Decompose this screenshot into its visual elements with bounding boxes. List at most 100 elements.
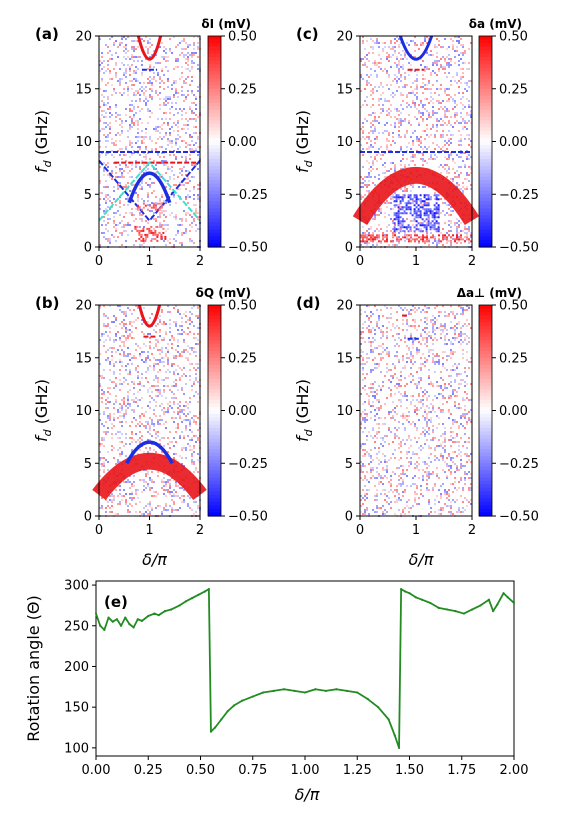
data-point xyxy=(170,608,173,611)
data-point xyxy=(132,626,135,629)
colorbar-tick-label: 0.25 xyxy=(228,351,257,366)
colorbar-tick-label: 0.50 xyxy=(499,30,528,45)
data-point xyxy=(124,616,127,619)
data-point xyxy=(366,697,369,701)
y-tick-label: 10 xyxy=(336,135,353,150)
y-tick-label: 0 xyxy=(84,241,92,256)
panel-label: (c) xyxy=(296,25,319,43)
x-tick-label: 1 xyxy=(412,254,420,269)
data-point xyxy=(197,593,200,596)
feature-arch_band xyxy=(92,452,207,501)
data-point xyxy=(220,718,223,721)
feature-arch_band xyxy=(352,166,480,226)
colorbar-tick-label: −0.25 xyxy=(499,457,539,472)
data-point xyxy=(115,618,118,621)
data-point xyxy=(502,592,505,595)
plot-frame xyxy=(95,580,515,757)
x-tick-label: 0.00 xyxy=(82,763,111,778)
y-tick-label: 300 xyxy=(64,579,89,594)
feature-crossing_lines xyxy=(98,161,201,222)
data-point xyxy=(203,590,206,593)
colorbar-title: Δa⊥ (mV) xyxy=(457,286,522,300)
x-tick-label: 1.75 xyxy=(447,763,476,778)
data-point xyxy=(303,691,307,694)
y-tick-label: 0 xyxy=(84,510,92,525)
data-point xyxy=(293,689,296,692)
x-tick-label: 2 xyxy=(196,523,204,538)
y-tick-label: 20 xyxy=(336,30,353,45)
feature-parabola xyxy=(137,304,162,328)
y-tick-label: 10 xyxy=(336,404,353,419)
colorbar-tick-label: −0.25 xyxy=(228,457,268,472)
data-point xyxy=(420,598,424,601)
y-tick-label: 100 xyxy=(64,741,89,756)
heatmap-noise xyxy=(99,36,201,248)
x-tick-label: 1 xyxy=(412,523,420,538)
colorbar-tick-label: 0.25 xyxy=(499,82,528,97)
colorbar-tick-label: 0.00 xyxy=(228,404,257,419)
data-point xyxy=(429,601,432,605)
y-tick-label: 150 xyxy=(64,701,89,716)
data-point xyxy=(345,689,348,692)
colorbar-tick-label: 0.25 xyxy=(228,82,257,97)
colorbar-tick-label: 0.50 xyxy=(228,30,257,45)
panel-c: 0 5 10 15 20 0 1 2 fd (GHz) (c) 0.50 0.25 0.00 −0.25 −… xyxy=(293,17,539,269)
panel-a: 0 5 10 15 20 0 1 2 fd (GHz) (a) 0.50 0.25 0.00 −0.25 −… xyxy=(32,17,268,269)
data-point xyxy=(251,695,254,698)
data-point xyxy=(512,601,516,605)
data-point xyxy=(404,590,407,593)
colorbar-title: δa (mV) xyxy=(469,17,522,31)
data-point xyxy=(136,618,139,621)
feature-band xyxy=(134,225,167,242)
data-point xyxy=(111,620,114,623)
x-tick-label: 2 xyxy=(468,523,476,538)
data-point xyxy=(232,704,236,707)
heatmap-features xyxy=(98,35,201,242)
feature-arch xyxy=(127,171,172,204)
feature-band xyxy=(360,234,472,243)
x-tick-label: 0 xyxy=(95,523,103,538)
y-tick-label: 0 xyxy=(345,510,353,525)
feature-parabola xyxy=(398,35,434,61)
data-point xyxy=(140,619,144,622)
data-point xyxy=(157,614,160,617)
x-axis-label: δ/π xyxy=(142,550,167,569)
data-point xyxy=(446,608,449,611)
data-point xyxy=(107,616,110,619)
y-tick-label: 15 xyxy=(75,351,92,366)
data-point xyxy=(492,610,495,613)
panel-label: (e) xyxy=(104,593,128,611)
y-tick-label: 5 xyxy=(84,188,92,203)
data-point xyxy=(241,699,244,702)
data-point xyxy=(506,596,509,599)
y-tick-label: 5 xyxy=(345,457,353,472)
colorbar-tick-label: 0.00 xyxy=(228,135,257,150)
data-point xyxy=(128,623,131,626)
colorbar-title: δQ (mV) xyxy=(196,286,251,300)
x-tick-label: 0 xyxy=(356,254,364,269)
y-axis-label: fd (GHz) xyxy=(32,110,54,173)
panel-label: (d) xyxy=(296,294,320,312)
data-point xyxy=(454,610,457,613)
series-points xyxy=(94,588,516,749)
data-point xyxy=(94,612,98,615)
data-point xyxy=(103,628,106,631)
heatmap-features xyxy=(92,304,207,501)
data-point xyxy=(153,612,156,615)
heatmap-features xyxy=(352,35,480,243)
feature-parabola xyxy=(136,35,163,61)
y-axis-label: fd (GHz) xyxy=(293,110,315,173)
y-tick-label: 15 xyxy=(336,82,353,97)
x-tick-label: 0.50 xyxy=(186,763,215,778)
data-point xyxy=(496,603,499,606)
feature-band xyxy=(393,194,440,233)
colorbar-tick-label: −0.50 xyxy=(499,241,539,256)
x-tick-label: 2.00 xyxy=(500,763,529,778)
x-tick-label: 1.25 xyxy=(343,763,372,778)
data-point xyxy=(437,606,440,609)
y-axis-label: Rotation angle (Θ) xyxy=(24,595,43,742)
colorbar-tick-label: 0.25 xyxy=(499,351,528,366)
x-tick-label: 1 xyxy=(145,254,153,269)
panel-b: 0 5 10 15 20 0 1 2 fd (GHz) δ/π (b) 0.50 0.25 0.00 −0.… xyxy=(32,286,268,569)
